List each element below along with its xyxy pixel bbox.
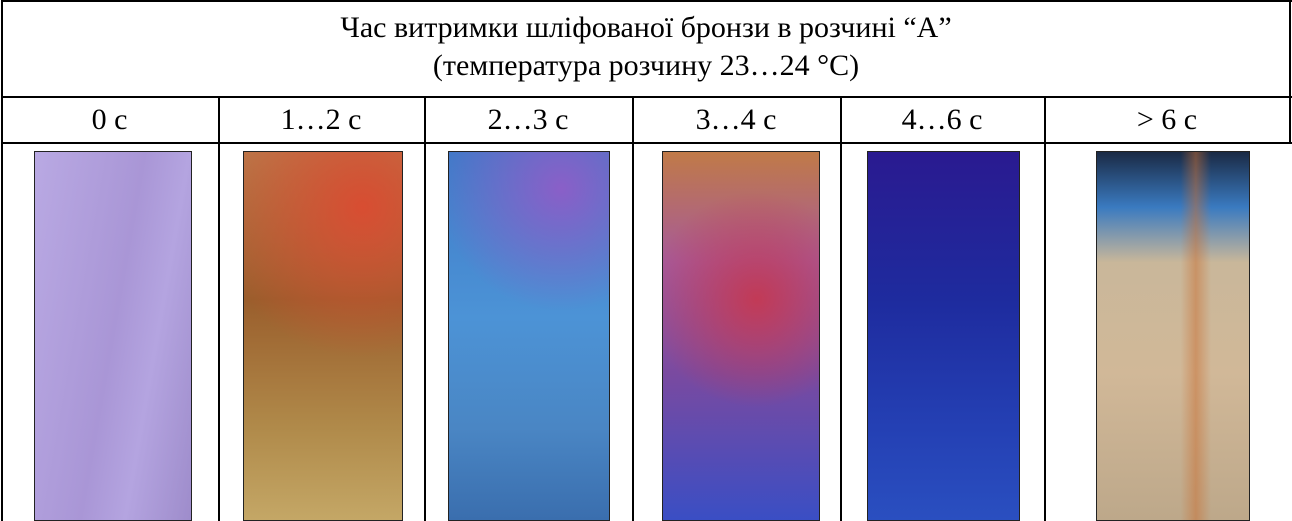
border — [1044, 96, 1046, 521]
column-header: 2…3 с — [424, 102, 632, 138]
column-header: > 6 с — [1044, 102, 1290, 138]
sample-image — [867, 151, 1020, 521]
border — [840, 96, 842, 521]
sample-image — [448, 151, 610, 521]
border — [1, 142, 1292, 144]
sample-image — [662, 151, 820, 521]
column-header: 1…2 с — [218, 102, 424, 138]
sample-image — [1096, 151, 1250, 521]
border — [1, 0, 1292, 2]
title-line: (температура розчину 23…24 °С) — [0, 48, 1292, 84]
sample-image — [243, 151, 403, 521]
border — [1, 96, 1292, 98]
column-header: 3…4 с — [632, 102, 840, 138]
title-line: Час витримки шліфованої бронзи в розчині… — [0, 10, 1292, 46]
border — [218, 96, 220, 521]
page: {"header": {"lines": ["Час витримки шліф… — [0, 0, 1292, 521]
column-header: 0 с — [1, 102, 218, 138]
border — [632, 96, 634, 521]
border — [424, 96, 426, 521]
column-header: 4…6 с — [840, 102, 1044, 138]
sample-image — [34, 151, 192, 521]
